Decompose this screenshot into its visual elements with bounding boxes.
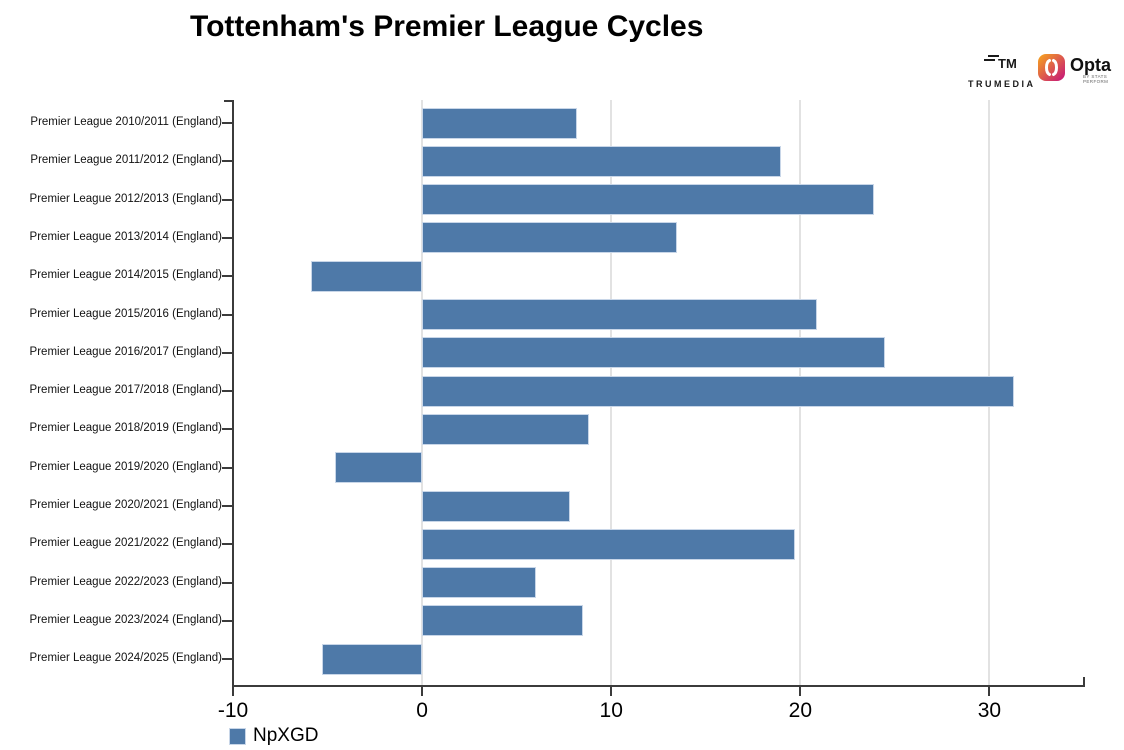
y-axis-tick: [222, 619, 233, 622]
category-label: Premier League 2024/2025 (England): [29, 652, 222, 665]
y-axis-tick: [222, 390, 233, 393]
y-axis-tick: [222, 505, 233, 507]
category-label: Premier League 2014/2015 (England): [29, 269, 222, 282]
category-label: Premier League 2011/2012 (England): [30, 154, 222, 167]
bar[interactable]: [422, 490, 570, 522]
category-label: Premier League 2023/2024 (England): [29, 613, 222, 626]
category-label: Premier League 2013/2014 (England): [29, 230, 222, 243]
x-axis-tick: [799, 687, 802, 696]
opta-logo: Opta by STATS PERFORM: [1038, 54, 1124, 86]
trumedia-tm-icon: TM: [982, 54, 1022, 75]
category-label: Premier League 2012/2013 (England): [29, 192, 222, 205]
category-label: Premier League 2010/2011 (England): [30, 116, 222, 128]
bar[interactable]: [422, 107, 578, 139]
legend-label: NpXGD: [253, 725, 319, 746]
x-tick-label: 10: [599, 699, 623, 722]
x-axis-tick: [421, 687, 424, 696]
bar[interactable]: [422, 413, 589, 445]
y-axis-tick: [222, 236, 233, 239]
legend-swatch: [229, 727, 246, 745]
bar[interactable]: [422, 605, 583, 637]
category-label: Premier League 2018/2019 (England): [29, 422, 222, 435]
category-label: Premier League 2020/2021 (England): [29, 499, 222, 511]
category-label: Premier League 2017/2018 (England): [29, 384, 222, 397]
x-axis-line: [232, 685, 1085, 687]
trumedia-logo: TM TRUMEDIA: [968, 54, 1036, 89]
bar[interactable]: [422, 184, 875, 216]
y-axis-tick: [222, 581, 233, 584]
bar[interactable]: [422, 567, 536, 599]
bar[interactable]: [321, 643, 423, 675]
category-label: Premier League 2019/2020 (England): [29, 460, 222, 473]
opta-sub-label: by STATS PERFORM: [1083, 74, 1109, 84]
trumedia-wordmark: TRUMEDIA: [968, 79, 1036, 89]
x-axis-tick: [232, 687, 234, 696]
bar[interactable]: [310, 260, 423, 292]
y-axis-tick: [222, 275, 233, 278]
category-label: Premier League 2021/2022 (England): [29, 537, 222, 550]
bar[interactable]: [422, 145, 782, 177]
x-axis-tick: [988, 687, 991, 696]
y-axis-tick: [222, 543, 233, 546]
y-axis-tick: [222, 122, 233, 124]
y-axis-tick: [222, 351, 233, 354]
x-axis-tick: [610, 687, 613, 696]
y-axis-tick: [222, 428, 233, 431]
category-label: Premier League 2016/2017 (England): [29, 345, 222, 358]
category-label: Premier League 2022/2023 (England): [29, 575, 222, 588]
y-axis-tick: [222, 313, 233, 316]
x-tick-label: 20: [788, 699, 813, 722]
page-title: Tottenham's Premier League Cycles: [190, 10, 704, 43]
x-tick-label: 30: [977, 699, 1002, 722]
bar[interactable]: [422, 337, 886, 369]
x-tick-label: -10: [217, 699, 249, 722]
y-axis-tick: [222, 160, 233, 163]
svg-text:TM: TM: [998, 56, 1017, 70]
bar[interactable]: [422, 299, 818, 330]
opta-wordmark: Opta: [1070, 55, 1112, 75]
bar[interactable]: [422, 222, 678, 254]
bar[interactable]: [422, 375, 1015, 407]
bar[interactable]: [335, 452, 423, 484]
category-label: Premier League 2015/2016 (England): [29, 307, 222, 320]
legend-item-npxgd[interactable]: NpXGD: [229, 725, 318, 747]
y-axis-line: [232, 100, 234, 687]
y-axis-top-cap: [224, 100, 233, 102]
x-tick-label: 0: [416, 699, 428, 722]
y-axis-tick: [222, 466, 233, 469]
bar[interactable]: [422, 528, 795, 560]
opta-o-icon: [1038, 54, 1065, 86]
y-axis-tick: [222, 198, 233, 201]
x-axis-end-cap: [1083, 677, 1085, 685]
y-axis-tick: [222, 658, 233, 661]
